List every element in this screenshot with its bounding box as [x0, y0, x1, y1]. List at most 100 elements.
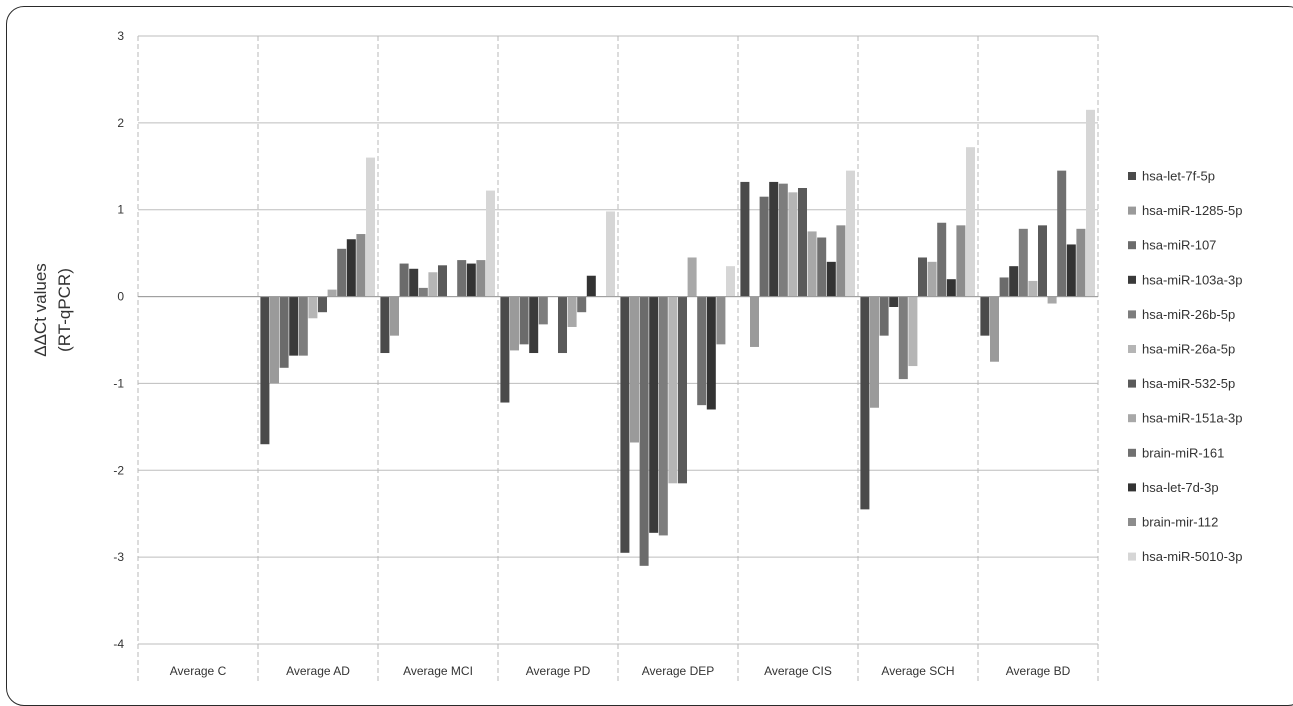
bar [870, 296, 879, 408]
x-category-label: Average CIS [764, 664, 832, 678]
legend-entry: brain-mir-112 [1142, 515, 1218, 530]
bar [270, 296, 279, 384]
bar [999, 277, 1009, 297]
bar [606, 211, 615, 297]
bar [706, 296, 716, 410]
bar [908, 296, 918, 367]
bar [750, 296, 759, 347]
legend-entry: hsa-miR-26a-5p [1142, 342, 1235, 357]
legend-swatch [1128, 448, 1136, 457]
bar [1038, 225, 1047, 297]
bar [658, 296, 668, 536]
bar [327, 289, 337, 297]
bar [860, 296, 870, 510]
legend-entry: hsa-miR-107 [1142, 238, 1216, 253]
bar [740, 181, 750, 297]
bar [586, 275, 596, 297]
bar [380, 296, 390, 354]
legend-entry: hsa-miR-5010-3p [1142, 549, 1242, 564]
bar [399, 263, 409, 297]
y-tick-label: 0 [117, 290, 124, 304]
bar [726, 266, 735, 297]
bar [1018, 228, 1028, 297]
y-axis-label: ΔΔCt values [31, 263, 50, 357]
x-category-label: Average AD [286, 664, 350, 678]
y-tick-label: -1 [113, 376, 124, 390]
bar [778, 183, 788, 297]
y-axis-label: (RT-qPCR) [55, 268, 74, 352]
bar [879, 296, 889, 336]
bar [826, 261, 836, 297]
bar [889, 296, 899, 307]
legend-swatch [1128, 345, 1136, 353]
legend-entry: hsa-miR-1285-5p [1142, 203, 1242, 218]
bar [1028, 280, 1038, 297]
bar [409, 268, 419, 297]
bar [457, 260, 467, 297]
bar [1086, 109, 1095, 297]
legend-swatch [1128, 379, 1136, 388]
x-category-label: Average BD [1006, 664, 1071, 678]
bar [639, 296, 649, 566]
bar [356, 234, 366, 297]
y-tick-label: -2 [113, 463, 124, 477]
bar [366, 157, 375, 297]
bar [510, 296, 519, 351]
legend-swatch [1128, 483, 1136, 492]
bar [759, 196, 769, 297]
bar [668, 296, 678, 484]
bar [980, 296, 990, 336]
bar [279, 296, 289, 368]
bar [990, 296, 999, 362]
bar [529, 296, 539, 354]
bar [418, 287, 428, 297]
legend-swatch [1128, 552, 1136, 561]
bar [476, 260, 486, 297]
x-category-label: Average PD [526, 664, 591, 678]
y-tick-label: 2 [117, 116, 124, 130]
bar [788, 192, 798, 297]
legend-swatch [1128, 275, 1136, 284]
y-tick-label: -3 [113, 550, 124, 564]
x-category-label: Average MCI [403, 664, 473, 678]
legend-swatch [1128, 310, 1136, 319]
bar [428, 272, 438, 297]
bar [318, 296, 327, 313]
bar [836, 225, 846, 297]
bar [390, 296, 399, 336]
bar [678, 296, 687, 484]
legend-entry: hsa-miR-26b-5p [1142, 307, 1235, 322]
legend-swatch [1128, 414, 1136, 423]
bar [946, 279, 956, 297]
legend-entry: hsa-let-7f-5p [1142, 169, 1215, 184]
bar [500, 296, 510, 403]
bar [687, 257, 697, 297]
bar [289, 296, 299, 356]
y-tick-label: 3 [117, 29, 124, 43]
bar [630, 296, 639, 443]
bar [846, 170, 855, 297]
bar [1009, 266, 1019, 297]
y-tick-label: -4 [113, 637, 124, 651]
bar [466, 263, 476, 297]
legend-swatch [1128, 241, 1136, 250]
chart: 3 2 1 0 -1 -2 -3 -4 Average C Average AD Average M… [31, 29, 1242, 684]
bar [577, 296, 587, 313]
legend-entry: hsa-miR-151a-3p [1142, 411, 1242, 426]
x-category-label: Average C [170, 664, 227, 678]
bar [298, 296, 308, 356]
legend-entry: hsa-miR-532-5p [1142, 376, 1235, 391]
bar [1057, 170, 1067, 297]
bar [817, 237, 827, 297]
bar [716, 296, 726, 345]
bar [538, 296, 548, 325]
bar [486, 190, 495, 297]
legend-entry: hsa-miR-103a-3p [1142, 272, 1242, 287]
bar [927, 261, 937, 297]
bar [1047, 296, 1057, 304]
bar [308, 296, 318, 319]
bar [649, 296, 659, 533]
x-category-label: Average DEP [642, 664, 715, 678]
bar [558, 296, 567, 354]
bar [346, 239, 356, 297]
